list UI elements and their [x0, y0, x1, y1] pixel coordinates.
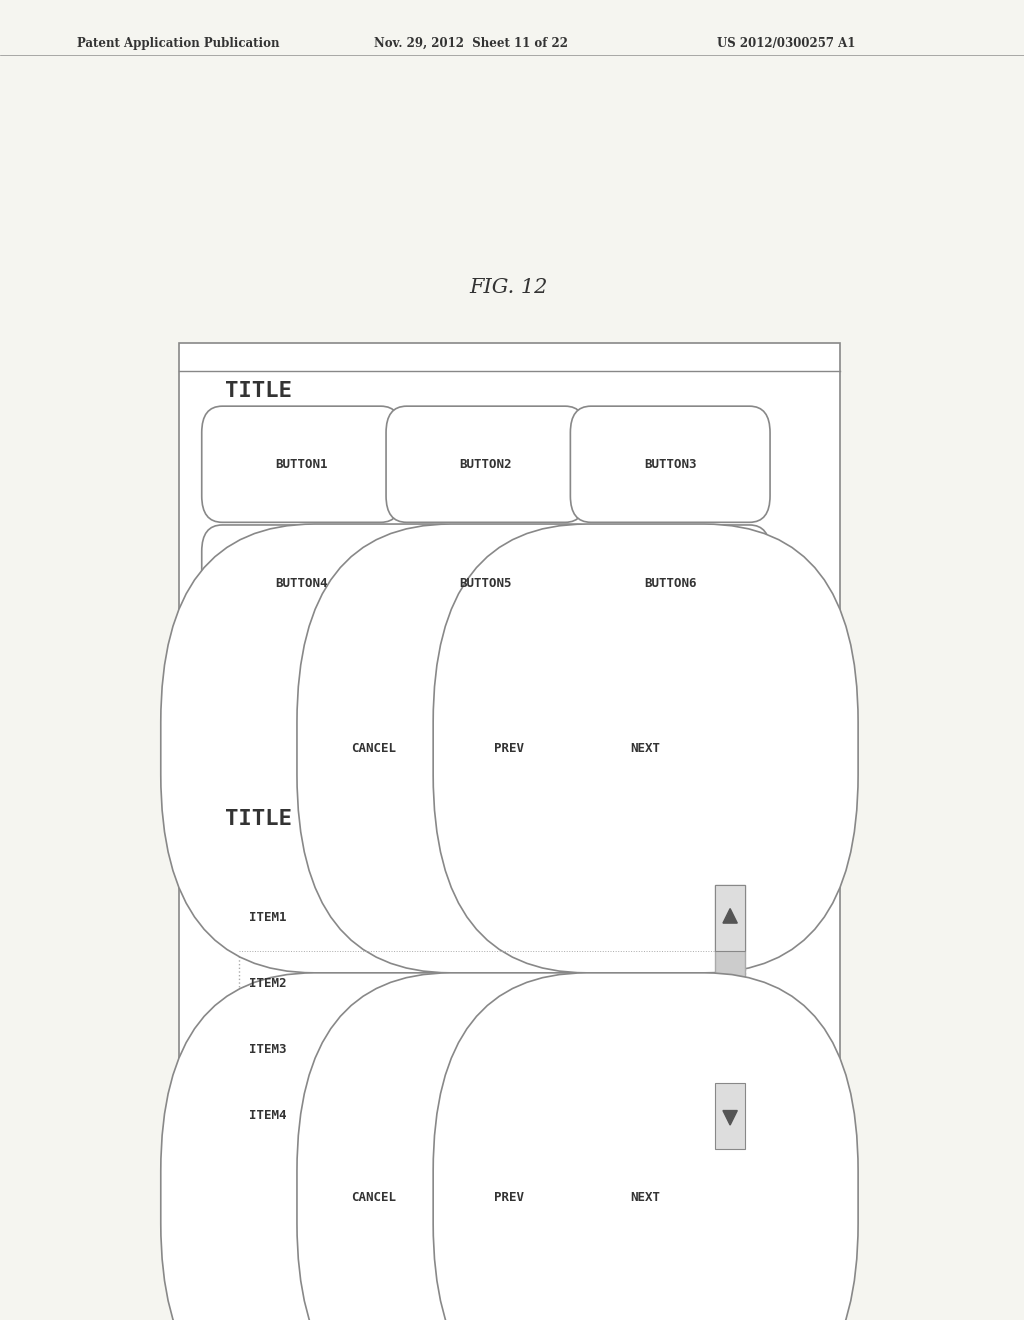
Text: FIG. 13: FIG. 13	[470, 708, 548, 726]
Text: US 2012/0300257 A1: US 2012/0300257 A1	[717, 37, 855, 50]
FancyBboxPatch shape	[433, 973, 858, 1320]
Polygon shape	[723, 908, 737, 923]
Text: PREV: PREV	[495, 742, 524, 755]
Polygon shape	[723, 1110, 737, 1125]
FancyBboxPatch shape	[386, 525, 586, 642]
Text: BUTTON6: BUTTON6	[644, 577, 696, 590]
Text: Nov. 29, 2012  Sheet 11 of 22: Nov. 29, 2012 Sheet 11 of 22	[374, 37, 567, 50]
Text: ITEM3: ITEM3	[249, 1043, 287, 1056]
Text: CANCEL: CANCEL	[351, 1191, 395, 1204]
Text: BUTTON4: BUTTON4	[275, 577, 328, 590]
Bar	[179, 343, 840, 799]
Bar	[715, 884, 745, 1148]
Text: Patent Application Publication: Patent Application Publication	[77, 37, 280, 50]
FancyBboxPatch shape	[433, 524, 858, 973]
Bar	[239, 884, 745, 1148]
Bar	[179, 772, 840, 1247]
Text: ITEM4: ITEM4	[249, 1109, 287, 1122]
FancyBboxPatch shape	[386, 407, 586, 523]
FancyBboxPatch shape	[297, 524, 722, 973]
Text: ITEM2: ITEM2	[249, 977, 287, 990]
Text: ITEM1: ITEM1	[249, 911, 287, 924]
FancyBboxPatch shape	[570, 407, 770, 523]
Text: TITLE: TITLE	[225, 809, 292, 829]
Text: BUTTON1: BUTTON1	[275, 458, 328, 471]
Bar	[715, 1082, 745, 1148]
Text: BUTTON3: BUTTON3	[644, 458, 696, 471]
Text: BUTTON5: BUTTON5	[460, 577, 512, 590]
Text: NEXT: NEXT	[631, 1191, 660, 1204]
Text: PREV: PREV	[495, 1191, 524, 1204]
FancyBboxPatch shape	[570, 525, 770, 642]
FancyBboxPatch shape	[202, 525, 401, 642]
Text: FIG. 12: FIG. 12	[470, 279, 548, 297]
FancyBboxPatch shape	[161, 524, 586, 973]
Text: TITLE: TITLE	[225, 381, 292, 401]
Text: BUTTON2: BUTTON2	[460, 458, 512, 471]
FancyBboxPatch shape	[161, 973, 586, 1320]
Text: NEXT: NEXT	[631, 742, 660, 755]
FancyBboxPatch shape	[297, 973, 722, 1320]
FancyBboxPatch shape	[202, 407, 401, 523]
Text: CANCEL: CANCEL	[351, 742, 395, 755]
Bar	[715, 884, 745, 950]
